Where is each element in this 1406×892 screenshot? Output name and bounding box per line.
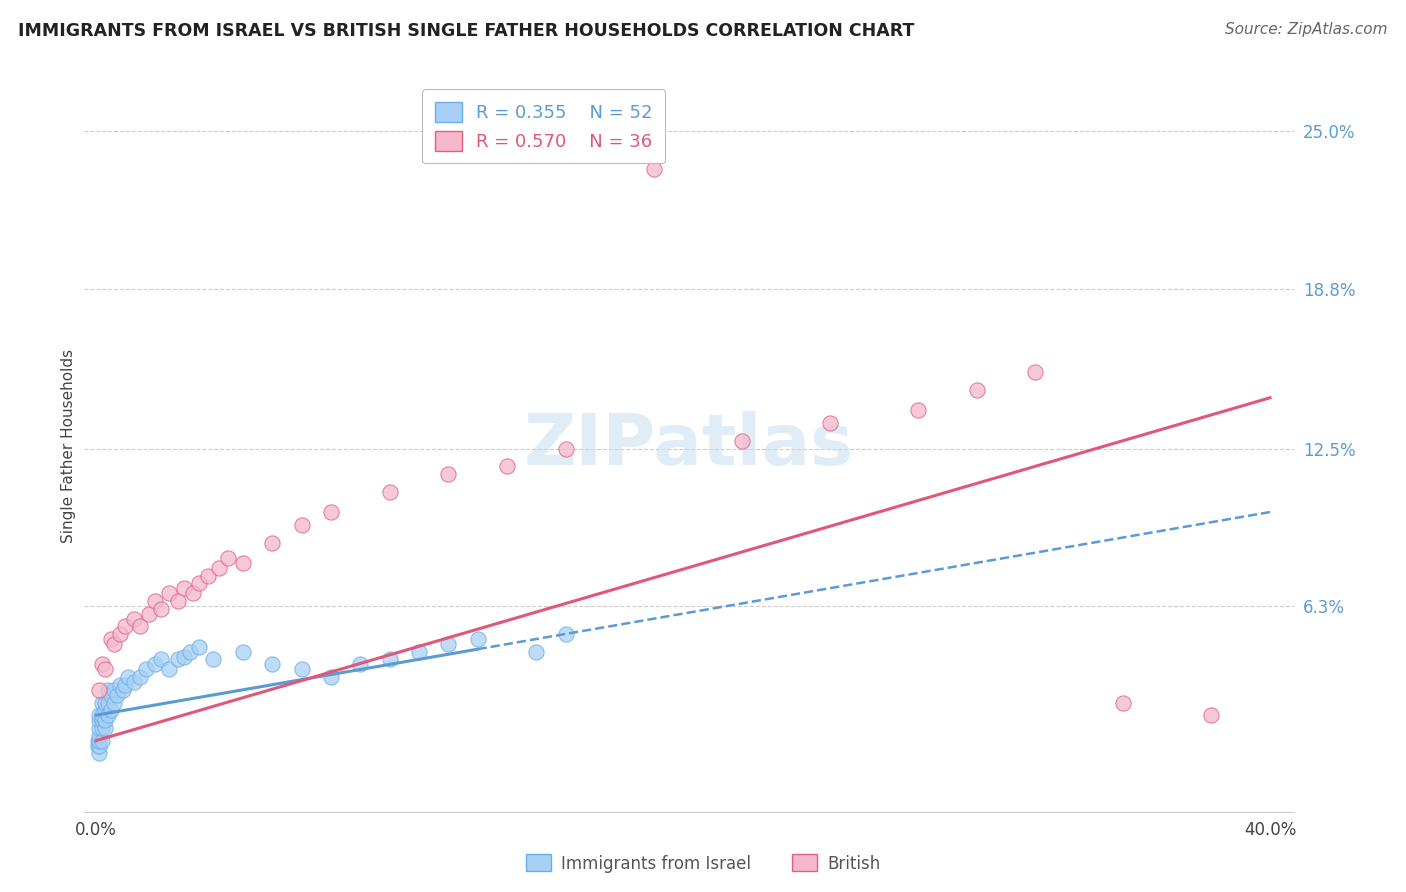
Point: [143, 657, 166, 672]
Point: [87, 729, 110, 743]
Point: [149, 601, 172, 615]
Point: [91, 733, 114, 747]
Point: [408, 645, 430, 659]
Point: [97, 708, 120, 723]
Point: [202, 652, 225, 666]
Point: [117, 670, 139, 684]
Point: [91, 657, 114, 672]
Point: [87, 682, 110, 697]
Point: [87, 747, 110, 761]
Point: [966, 383, 988, 397]
Point: [91, 721, 114, 735]
Point: [290, 517, 312, 532]
Point: [167, 652, 190, 666]
Point: [87, 714, 110, 728]
Point: [100, 632, 122, 646]
Point: [91, 696, 114, 710]
Point: [378, 652, 401, 666]
Point: [129, 670, 152, 684]
Point: [319, 505, 342, 519]
Point: [103, 637, 125, 651]
Point: [103, 682, 125, 697]
Point: [94, 714, 117, 728]
Point: [135, 663, 157, 677]
Y-axis label: Single Father Households: Single Father Households: [60, 349, 76, 543]
Point: [232, 556, 254, 570]
Point: [208, 561, 231, 575]
Point: [167, 594, 190, 608]
Point: [91, 714, 114, 728]
Point: [94, 663, 117, 677]
Point: [111, 682, 134, 697]
Point: [181, 586, 204, 600]
Text: IMMIGRANTS FROM ISRAEL VS BRITISH SINGLE FATHER HOUSEHOLDS CORRELATION CHART: IMMIGRANTS FROM ISRAEL VS BRITISH SINGLE…: [18, 22, 915, 40]
Point: [378, 484, 401, 499]
Point: [108, 627, 131, 641]
Point: [94, 696, 117, 710]
Point: [524, 645, 547, 659]
Point: [86, 739, 108, 753]
Point: [138, 607, 160, 621]
Point: [179, 645, 201, 659]
Point: [87, 733, 110, 747]
Point: [290, 663, 312, 677]
Point: [349, 657, 371, 672]
Point: [149, 652, 172, 666]
Point: [97, 696, 120, 710]
Point: [114, 619, 136, 633]
Point: [437, 467, 460, 481]
Point: [100, 703, 122, 717]
Point: [1024, 365, 1046, 379]
Point: [122, 675, 145, 690]
Point: [496, 459, 519, 474]
Point: [86, 733, 108, 747]
Point: [87, 739, 110, 753]
Point: [232, 645, 254, 659]
Point: [1201, 708, 1223, 723]
Point: [437, 637, 460, 651]
Point: [159, 586, 181, 600]
Point: [907, 403, 929, 417]
Point: [643, 162, 665, 177]
Point: [173, 649, 195, 664]
Point: [108, 678, 131, 692]
Text: ZIPatlas: ZIPatlas: [524, 411, 853, 481]
Point: [94, 703, 117, 717]
Point: [143, 594, 166, 608]
Point: [100, 688, 122, 702]
Legend: Immigrants from Israel, British: Immigrants from Israel, British: [519, 847, 887, 880]
Point: [159, 663, 181, 677]
Point: [91, 708, 114, 723]
Point: [818, 416, 841, 430]
Point: [467, 632, 489, 646]
Point: [114, 678, 136, 692]
Point: [105, 688, 128, 702]
Point: [103, 696, 125, 710]
Point: [731, 434, 754, 448]
Text: Source: ZipAtlas.com: Source: ZipAtlas.com: [1225, 22, 1388, 37]
Point: [262, 657, 284, 672]
Point: [217, 550, 239, 565]
Point: [1112, 696, 1135, 710]
Point: [87, 721, 110, 735]
Legend: R = 0.355    N = 52, R = 0.570    N = 36: R = 0.355 N = 52, R = 0.570 N = 36: [422, 89, 665, 163]
Point: [262, 535, 284, 549]
Point: [187, 576, 209, 591]
Point: [97, 682, 120, 697]
Point: [187, 640, 209, 654]
Point: [129, 619, 152, 633]
Point: [319, 670, 342, 684]
Point: [173, 581, 195, 595]
Point: [87, 708, 110, 723]
Point: [554, 442, 576, 456]
Point: [122, 612, 145, 626]
Point: [197, 568, 219, 582]
Point: [94, 721, 117, 735]
Point: [554, 627, 576, 641]
